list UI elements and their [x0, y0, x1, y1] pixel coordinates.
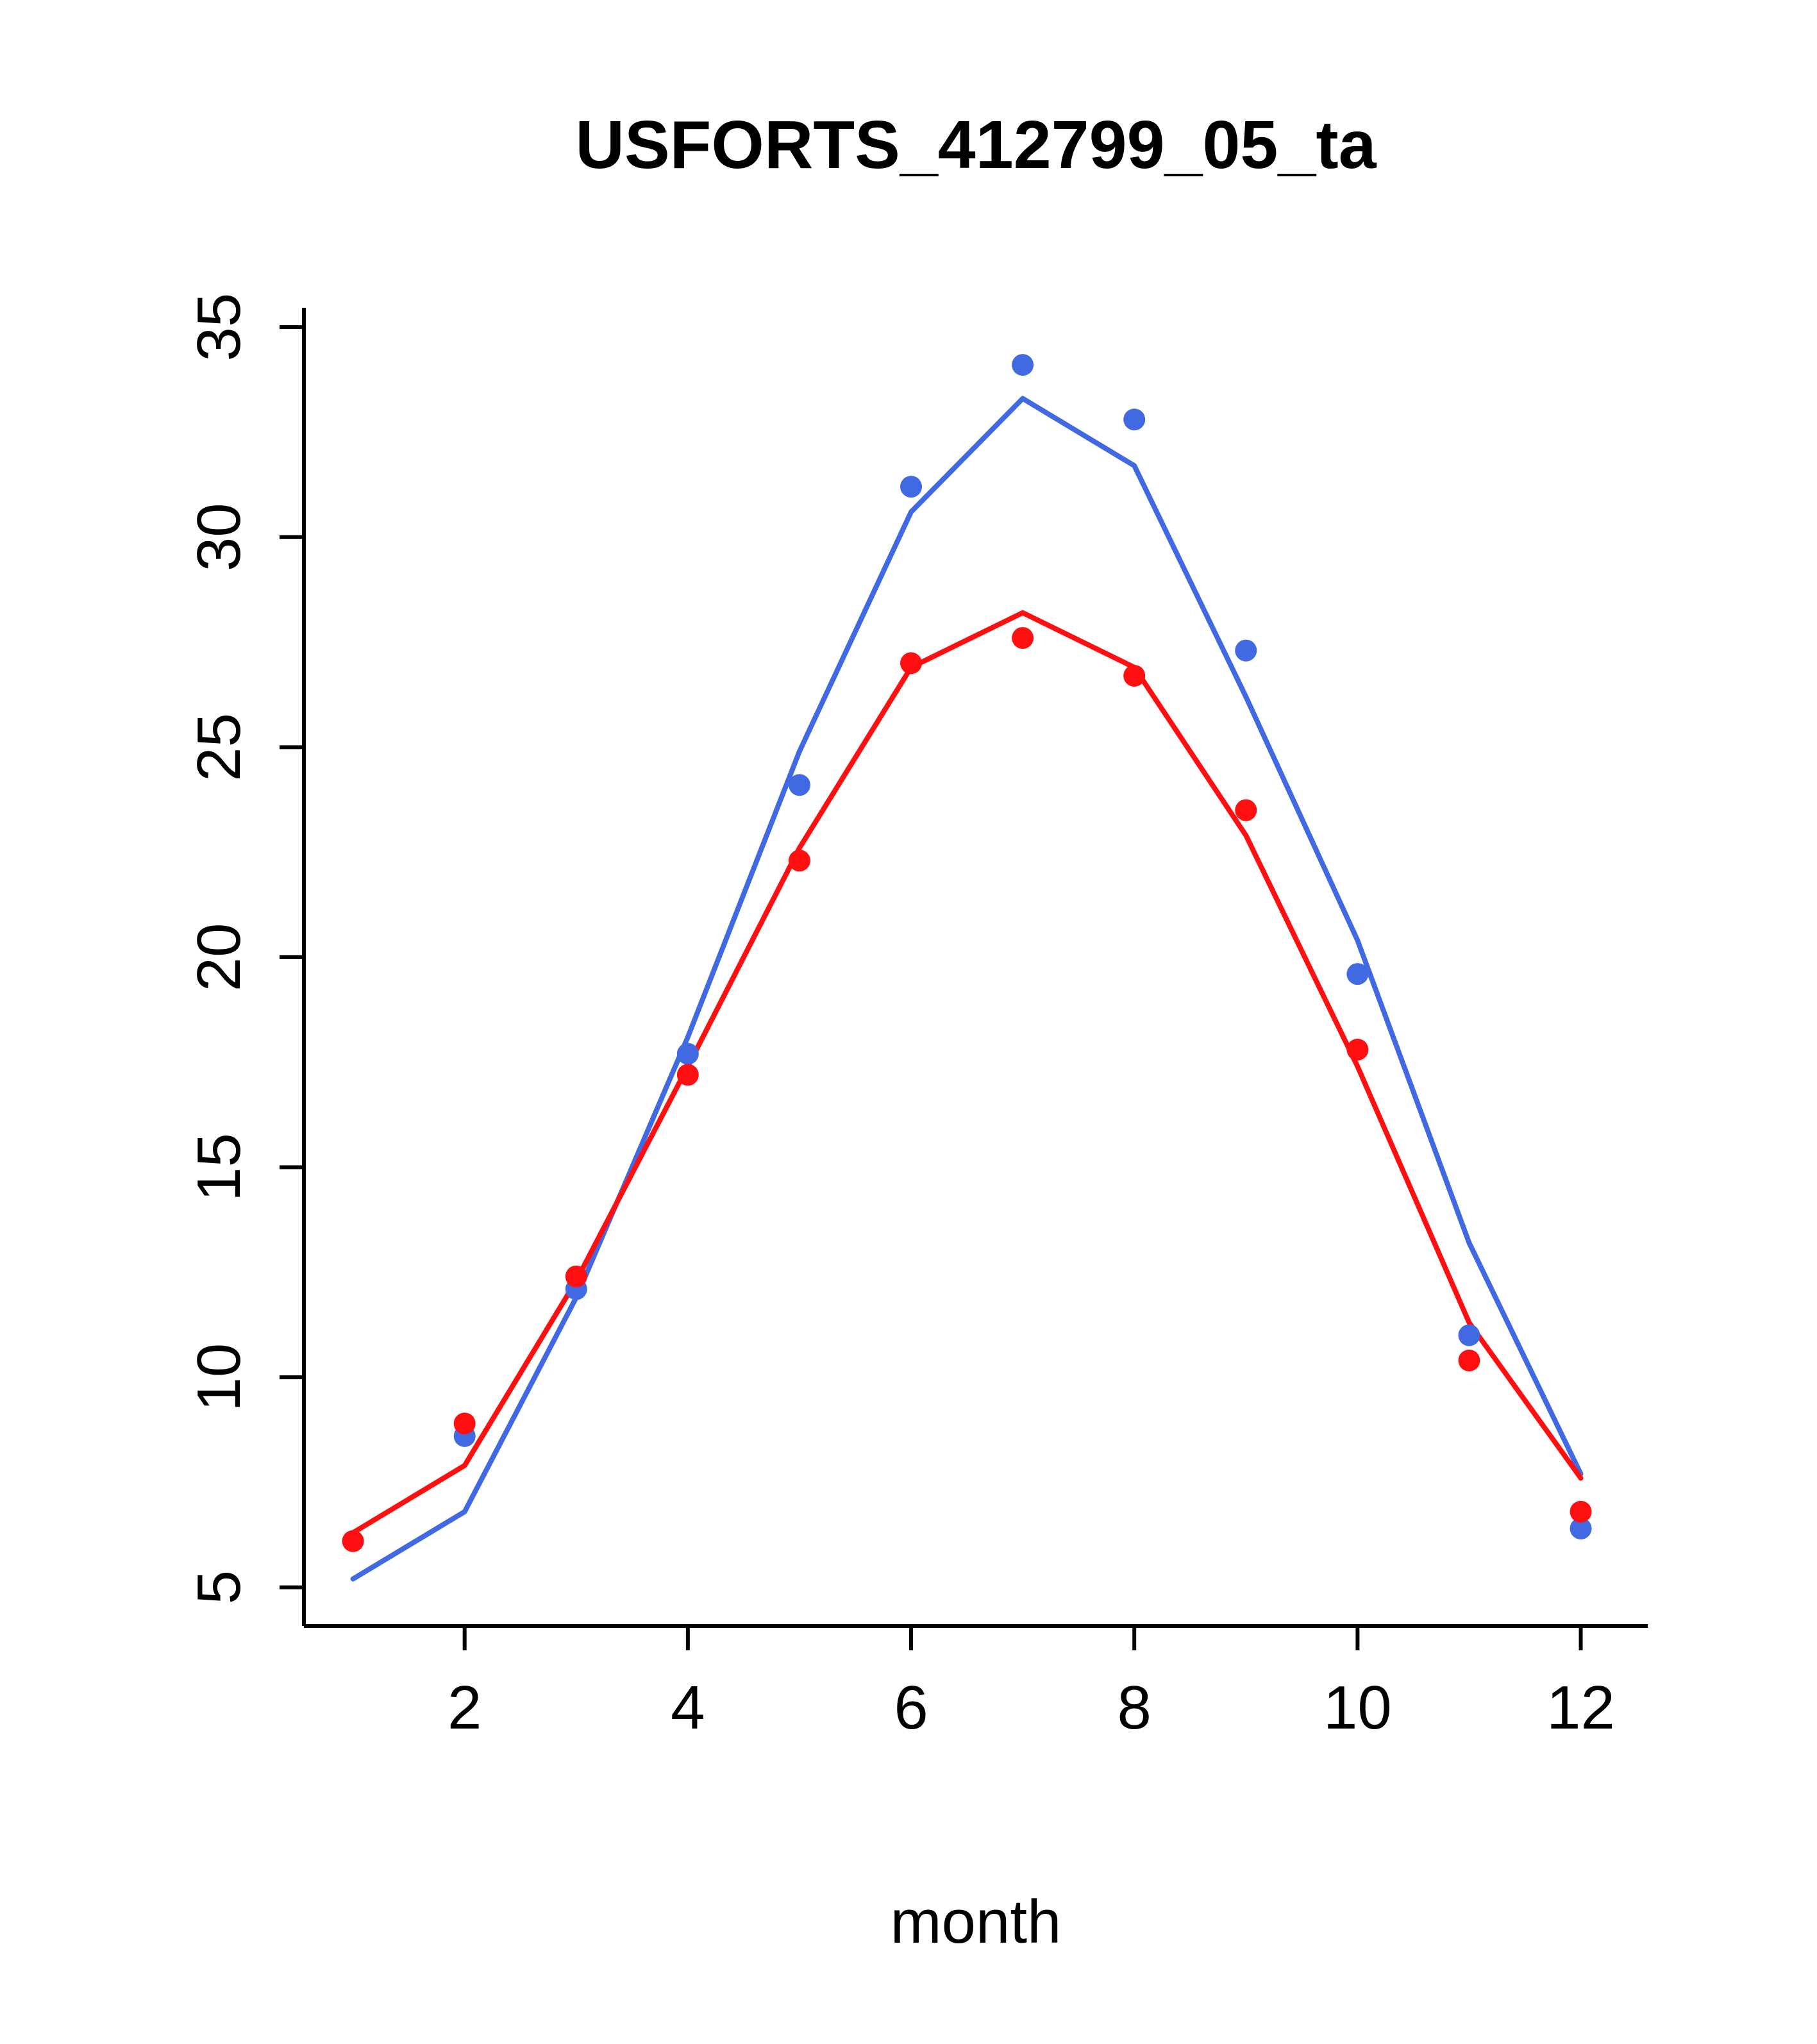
- x-tick-label: 6: [894, 1673, 928, 1742]
- red-observed-points-point: [676, 1064, 699, 1086]
- tick-labels: 5 10 15 20 25 30 35 2 4 6 8 10 12: [185, 293, 1615, 1742]
- chart-title: USFORTS_412799_05_ta: [575, 107, 1377, 183]
- red-observed-points-point: [1458, 1349, 1480, 1371]
- blue-observed-points-point: [1570, 1517, 1592, 1539]
- y-tick-label: 30: [185, 503, 253, 571]
- series-layer: [342, 354, 1592, 1582]
- red-observed-points-point: [1346, 1039, 1369, 1061]
- red-observed-points-point: [565, 1265, 587, 1287]
- blue-observed-points-point: [1458, 1324, 1480, 1346]
- red-observed-points: [342, 626, 1592, 1552]
- blue-observed-points-point: [1123, 408, 1146, 431]
- x-tick-label: 4: [671, 1673, 705, 1742]
- y-tick-label: 20: [185, 923, 253, 992]
- x-tick-label: 8: [1118, 1673, 1151, 1742]
- y-tick-label: 5: [185, 1570, 253, 1604]
- red-fitted-line: [350, 610, 1584, 1536]
- y-tick-label: 35: [185, 293, 253, 362]
- blue-observed-points: [342, 354, 1592, 1552]
- y-tick-label: 25: [185, 713, 253, 782]
- red-observed-points-point: [1123, 664, 1146, 687]
- blue-observed-points-point: [676, 1043, 699, 1065]
- red-observed-points-point: [900, 652, 923, 674]
- blue-fitted-line: [350, 396, 1584, 1582]
- red-observed-points-point: [453, 1412, 476, 1435]
- blue-observed-points-point: [788, 774, 810, 796]
- red-observed-points-point: [788, 850, 810, 872]
- x-axis-label: month: [891, 1888, 1062, 1956]
- y-tick-label: 10: [185, 1343, 253, 1412]
- x-tick-label: 10: [1323, 1673, 1392, 1742]
- axes: [280, 308, 1648, 1650]
- blue-observed-points-point: [900, 476, 923, 498]
- blue-observed-points-point: [1235, 639, 1257, 662]
- blue-observed-points-point: [1012, 354, 1034, 376]
- x-tick-label: 2: [448, 1673, 481, 1742]
- red-observed-points-point: [1235, 799, 1257, 821]
- y-tick-label: 15: [185, 1133, 253, 1202]
- red-observed-points-point: [1012, 626, 1034, 649]
- blue-observed-points-point: [1346, 963, 1369, 985]
- red-observed-points-point: [342, 1530, 364, 1552]
- x-tick-label: 12: [1546, 1673, 1615, 1742]
- red-observed-points-point: [1570, 1500, 1592, 1523]
